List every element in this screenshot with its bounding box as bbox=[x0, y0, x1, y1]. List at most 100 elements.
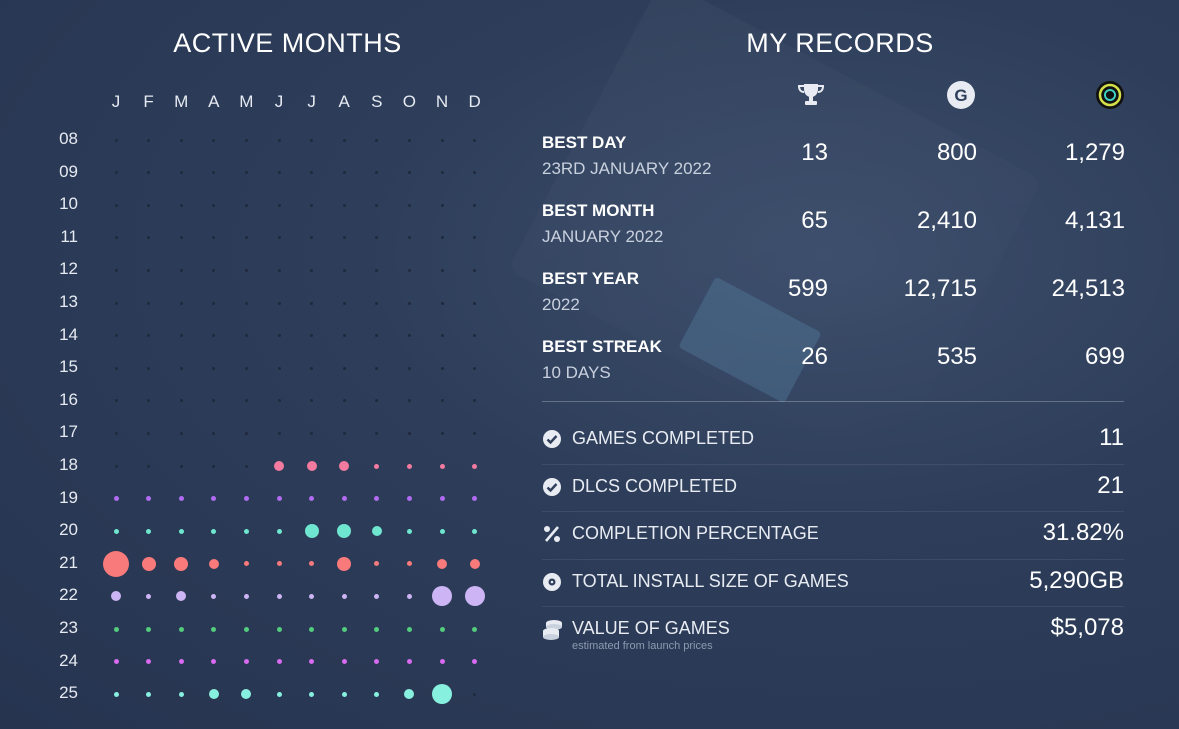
active-months-heatmap: J F M A M J J A S O N D 08 09 10 11 12 13 14 15 16 17 18 19 20 21… bbox=[0, 0, 540, 729]
stat-separator bbox=[542, 511, 1124, 512]
activity-dot bbox=[337, 556, 352, 571]
activity-dot bbox=[146, 593, 152, 599]
activity-dot bbox=[342, 301, 346, 305]
activity-dot bbox=[179, 301, 183, 305]
activity-dot bbox=[211, 626, 217, 632]
activity-dot bbox=[146, 659, 152, 665]
activity-dot bbox=[342, 334, 346, 338]
record-value: 1,279 bbox=[1064, 139, 1125, 166]
activity-dot bbox=[440, 301, 444, 305]
activity-dot bbox=[407, 171, 411, 175]
month-label: J bbox=[274, 92, 284, 111]
stat-separator bbox=[542, 558, 1124, 560]
activity-dot bbox=[147, 464, 151, 468]
activity-dot bbox=[342, 138, 346, 142]
activity-dot bbox=[147, 334, 151, 338]
record-value: 12,715 bbox=[903, 275, 977, 302]
activity-dot bbox=[244, 464, 248, 468]
activity-dot bbox=[472, 496, 478, 502]
records-divider bbox=[542, 401, 1124, 402]
activity-dot bbox=[341, 626, 347, 632]
year-label: 13 bbox=[59, 292, 78, 311]
activity-dot bbox=[440, 366, 444, 370]
activity-dot bbox=[473, 236, 477, 240]
record-label: BEST MONTH bbox=[542, 201, 655, 220]
activity-dot bbox=[114, 138, 118, 142]
activity-dot bbox=[342, 268, 346, 272]
record-label: BEST STREAK bbox=[542, 337, 662, 356]
activity-dot bbox=[212, 203, 216, 207]
record-subtitle: 2022 bbox=[542, 295, 580, 314]
activity-dot bbox=[440, 203, 444, 207]
activity-dot bbox=[276, 691, 282, 697]
activity-dot bbox=[341, 496, 347, 502]
stat-value: 5,290GB bbox=[1029, 566, 1124, 594]
activity-dot bbox=[432, 684, 452, 705]
activity-dot bbox=[147, 171, 151, 175]
year-label: 10 bbox=[59, 194, 78, 214]
activity-dot bbox=[276, 659, 282, 665]
activity-dot bbox=[244, 301, 248, 305]
activity-dot bbox=[244, 138, 248, 142]
activity-dot bbox=[114, 268, 118, 272]
activity-dot bbox=[113, 626, 119, 632]
activity-dot bbox=[243, 561, 249, 567]
activity-dot bbox=[277, 431, 281, 435]
record-subtitle: 23RD JANUARY 2022 bbox=[542, 159, 712, 178]
trophy-icon bbox=[796, 80, 826, 115]
activity-dot bbox=[212, 268, 216, 272]
activity-dot bbox=[178, 626, 184, 632]
record-value: 26 bbox=[801, 343, 828, 370]
activity-dot bbox=[212, 301, 216, 305]
month-label: N bbox=[435, 92, 449, 111]
activity-dot bbox=[146, 626, 152, 632]
activity-dot bbox=[212, 334, 216, 338]
month-label: D bbox=[468, 92, 481, 111]
year-label: 08 bbox=[59, 129, 78, 148]
activity-dot bbox=[147, 301, 151, 305]
activity-dot bbox=[309, 593, 315, 599]
activity-dot bbox=[432, 586, 452, 607]
activity-dot bbox=[440, 268, 444, 272]
active-months-title: ACTIVE MONTHS bbox=[173, 28, 402, 58]
year-label: 23 bbox=[59, 618, 78, 637]
activity-dot bbox=[147, 203, 151, 207]
check-circle-icon bbox=[542, 429, 562, 449]
activity-dot bbox=[276, 528, 282, 534]
activity-dot bbox=[473, 692, 477, 696]
activity-dot bbox=[276, 561, 282, 567]
activity-dot bbox=[244, 203, 248, 207]
activity-dot bbox=[464, 586, 485, 607]
gamerscore-icon: G bbox=[946, 80, 976, 115]
activity-dot bbox=[146, 496, 152, 502]
activity-dot bbox=[178, 691, 184, 697]
month-label: A bbox=[208, 92, 220, 111]
record-value: 13 bbox=[801, 139, 828, 166]
activity-dot bbox=[440, 334, 444, 338]
activity-dot bbox=[277, 399, 281, 403]
gamerscore-glyph: G bbox=[954, 86, 967, 105]
year-label: 12 bbox=[59, 259, 78, 279]
stat-value: 31.82% bbox=[1042, 519, 1124, 546]
activity-dot bbox=[147, 431, 151, 435]
stat-value: $5,078 bbox=[1050, 614, 1124, 641]
activity-dot bbox=[473, 334, 477, 338]
activity-dot bbox=[147, 236, 151, 240]
activity-dot bbox=[211, 659, 217, 665]
coins-icon bbox=[542, 619, 562, 640]
activity-dot bbox=[440, 431, 444, 435]
activity-dot bbox=[179, 203, 183, 207]
activity-dot bbox=[342, 431, 346, 435]
activity-dot bbox=[371, 526, 382, 537]
activity-dot bbox=[274, 461, 284, 471]
activity-dot bbox=[407, 334, 411, 338]
activity-dot bbox=[310, 171, 314, 175]
record-value: 535 bbox=[936, 343, 977, 370]
activity-dot bbox=[310, 431, 314, 435]
activity-dot bbox=[440, 399, 444, 403]
activity-dot bbox=[212, 236, 216, 240]
month-label: O bbox=[402, 92, 416, 111]
activity-dot bbox=[114, 464, 118, 468]
record-value: 4,131 bbox=[1064, 207, 1125, 234]
activity-dot bbox=[406, 496, 412, 502]
